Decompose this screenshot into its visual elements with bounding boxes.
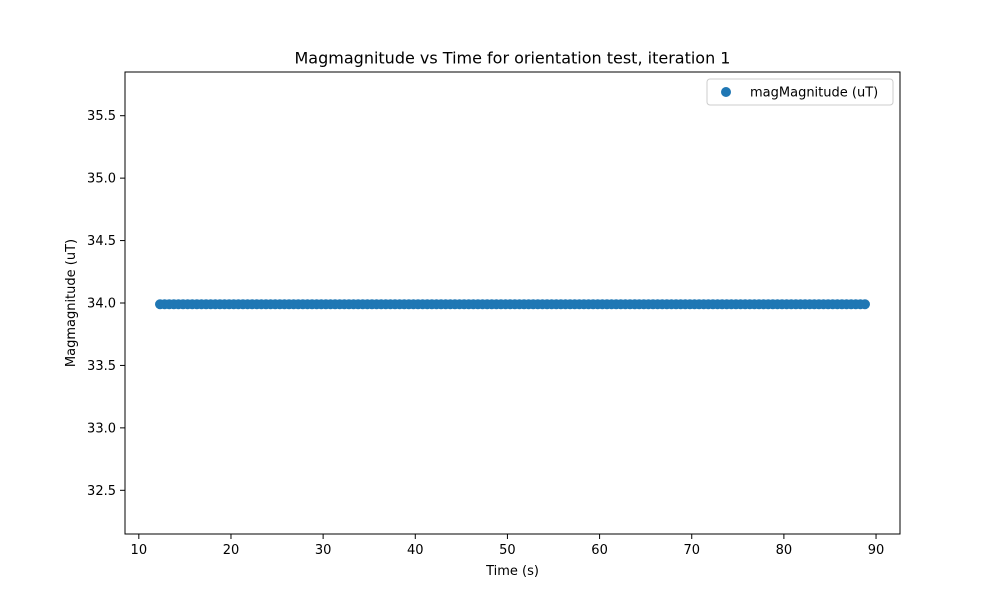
x-tick-label: 50 — [499, 543, 516, 558]
data-point — [859, 299, 870, 310]
tick-layer: 10 20 30 40 50 60 70 80 90 32.5 33.0 33.5 34.0 34.5 35… — [87, 109, 884, 558]
y-tick-label: 32.5 — [87, 484, 116, 499]
chart-title: Magmagnitude vs Time for orientation tes… — [295, 49, 731, 68]
x-tick-label: 40 — [407, 543, 424, 558]
x-tick-label: 80 — [776, 543, 793, 558]
x-tick-label: 10 — [131, 543, 148, 558]
x-tick-label: 30 — [315, 543, 332, 558]
y-tick-label: 33.0 — [87, 421, 116, 436]
y-tick-label: 35.0 — [87, 172, 116, 187]
y-tick-label: 35.5 — [87, 109, 116, 124]
y-tick-label: 33.5 — [87, 359, 116, 374]
x-axis-label: Time (s) — [485, 564, 539, 579]
plot-frame — [124, 71, 901, 535]
x-tick-label: 20 — [223, 543, 240, 558]
y-tick-label: 34.5 — [87, 234, 116, 249]
x-tick-label: 90 — [868, 543, 885, 558]
legend-label: magMagnitude (uT) — [750, 86, 878, 101]
legend: magMagnitude (uT) — [706, 78, 894, 106]
x-tick-label: 70 — [683, 543, 700, 558]
legend-box — [706, 78, 894, 106]
legend-marker — [721, 87, 731, 97]
y-tick-label: 34.0 — [87, 297, 116, 312]
x-tick-label: 60 — [591, 543, 608, 558]
y-axis-label: Magmagnitude (uT) — [64, 239, 79, 367]
marker-layer — [155, 299, 870, 310]
